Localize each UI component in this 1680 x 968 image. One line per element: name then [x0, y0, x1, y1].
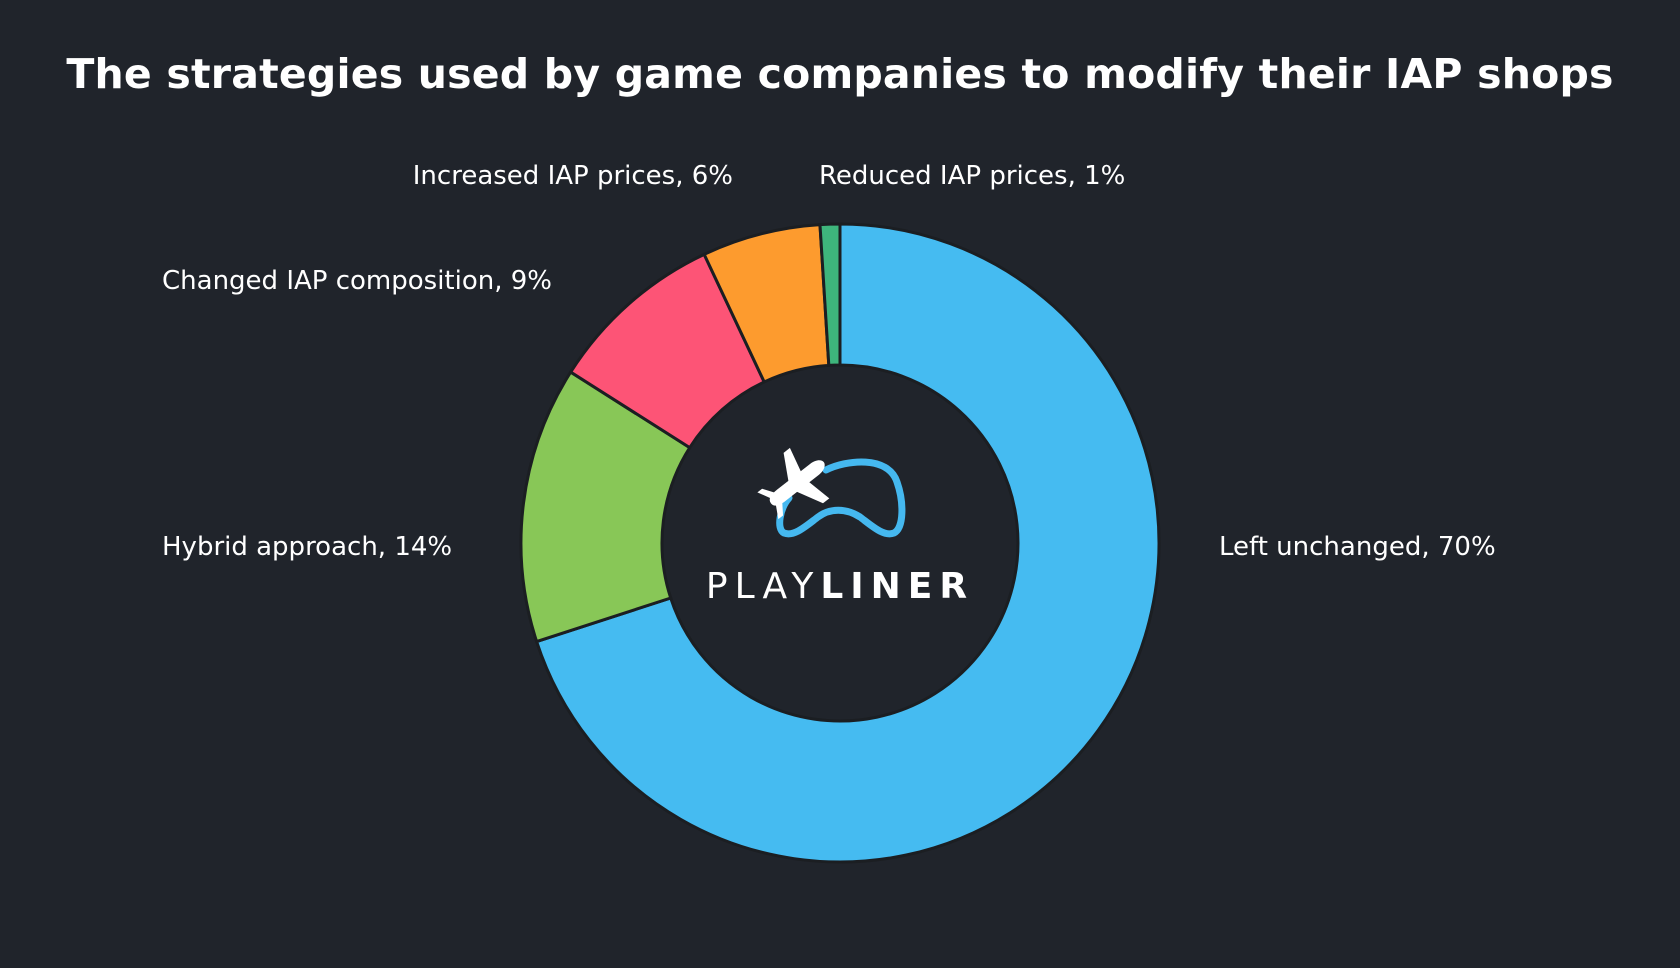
label-increased-iap-prices: Increased IAP prices, 6%: [413, 161, 733, 191]
label-hybrid-approach: Hybrid approach, 14%: [162, 532, 452, 562]
label-changed-iap-composition: Changed IAP composition, 9%: [162, 266, 552, 296]
label-left-unchanged: Left unchanged, 70%: [1219, 532, 1496, 562]
slice-labels: Left unchanged, 70% Hybrid approach, 14% C…: [162, 161, 1496, 562]
slice-left-unchanged: [535, 222, 1161, 864]
donut-slices: [519, 222, 1161, 864]
logo-text-liner: LINER: [820, 566, 974, 607]
airplane-icon: [757, 447, 830, 520]
chart-title: The strategies used by game companies to…: [66, 50, 1614, 98]
logo-wordmark: PLAYLINER: [706, 566, 974, 607]
gamepad-icon: [776, 458, 906, 538]
logo-text-play: PLAY: [706, 566, 820, 607]
playliner-logo: PLAYLINER: [706, 447, 974, 607]
label-reduced-iap-prices: Reduced IAP prices, 1%: [819, 161, 1125, 191]
slice-reduced-iap-prices: [818, 222, 842, 367]
